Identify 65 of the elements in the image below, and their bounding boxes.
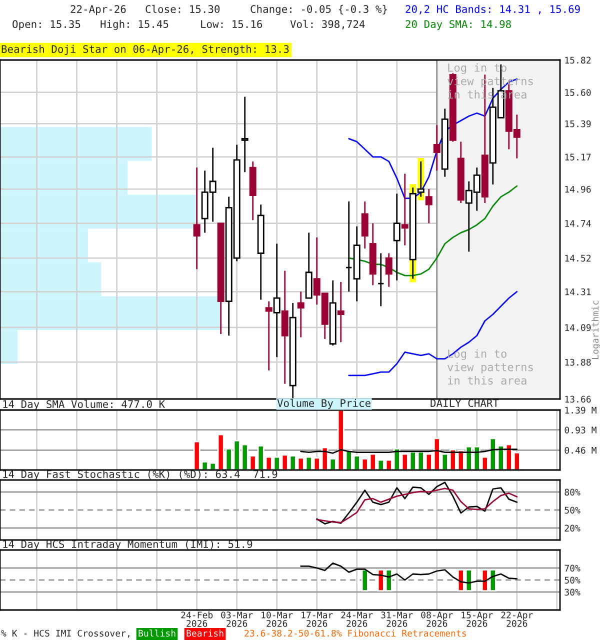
y-tick-label: 0.46 M	[564, 446, 596, 454]
candlestick	[385, 252, 392, 288]
y-tick-label: 15.60	[565, 89, 591, 96]
y-tick-label: 15.17	[565, 154, 591, 160]
chart-title: 14 Day HCS Intraday Momentum (IMI): 51.9	[3, 540, 252, 550]
y-tick-label: 30%	[564, 588, 580, 596]
chart-title: 14 Day Fast Stochastic (%K) (%D): 63.4 71.9	[3, 470, 278, 480]
y-tick-label: 14.96	[565, 186, 591, 193]
y-axis-title: Logarithmic	[592, 300, 600, 359]
text: 23.6-38.2-50-61.8% Fibonacci Retracements	[244, 630, 466, 637]
candlestick	[361, 200, 368, 250]
x-tick-label: 24-Mar 2026	[341, 612, 373, 627]
text: Change: -0.05 {-0.3 %}	[250, 4, 387, 16]
text: Vol: 398,724	[290, 20, 365, 30]
x-tick-label: 22-Apr 2026	[501, 612, 533, 627]
annotation: Volume By Price	[277, 398, 370, 410]
y-tick-label: 15.39	[565, 120, 591, 128]
text: Low: 15.16	[201, 20, 262, 28]
y-tick-label: 50%	[564, 576, 580, 584]
text: Close: 15.30	[146, 4, 220, 14]
candlestick	[433, 124, 440, 172]
text: 14 Day SMA Volume: 477.0 K	[3, 400, 166, 410]
text: % K - HCS IMI Crossover,	[1, 630, 130, 638]
text: Bullish	[138, 630, 176, 637]
text: 20 Day SMA: 14.98	[406, 20, 511, 30]
line-series	[316, 488, 518, 524]
y-tick-label: 14.31	[565, 288, 591, 296]
text: 20,2 HC Bands: 14.31 , 15.69	[406, 4, 580, 14]
text: Open: 15.35	[12, 20, 80, 30]
x-tick-label: 08-Apr 2026	[421, 612, 453, 627]
y-tick-label: 13.88	[565, 358, 591, 366]
text: High: 15.45	[100, 20, 168, 30]
y-tick-label: 14.52	[565, 254, 591, 262]
candlestick	[377, 252, 384, 307]
candlestick	[425, 188, 432, 224]
x-tick-label: 10-Mar 2026	[262, 612, 293, 627]
y-tick-label: 70%	[564, 564, 580, 572]
y-tick-label: 0.93 M	[564, 426, 596, 434]
text: DAILY CHART	[430, 399, 499, 408]
line-series	[300, 562, 518, 584]
text: Bearish Doji Star on 06-Apr-26, Strength: 13.3	[2, 44, 289, 56]
y-tick-label: 1.39 M	[565, 406, 596, 414]
x-tick-label: 24-Feb 2026	[181, 611, 213, 627]
text: Bearish	[186, 630, 224, 637]
text: 22-Apr-26	[70, 5, 126, 16]
y-tick-label: 50%	[564, 506, 580, 514]
candlestick	[337, 281, 344, 343]
x-tick-label: 15-Apr 2026	[462, 612, 493, 627]
y-tick-label: 80%	[564, 488, 580, 496]
candlestick	[345, 200, 352, 292]
y-tick-label: 13.66	[565, 396, 591, 403]
line-series	[348, 185, 518, 276]
candlestick	[401, 172, 408, 246]
y-tick-label: 14.74	[565, 220, 591, 227]
candlestick	[193, 166, 200, 270]
candlestick	[265, 300, 272, 372]
y-tick-label: 15.82	[565, 56, 591, 64]
x-tick-label: 31-Mar 2026	[381, 612, 413, 627]
candlestick	[241, 96, 248, 173]
y-tick-label: 14.09	[565, 324, 591, 332]
x-tick-label: 03-Mar 2026	[221, 612, 253, 627]
x-tick-label: 17-Mar 2026	[302, 612, 333, 627]
y-tick-label: 20%	[564, 524, 580, 532]
candlestick	[393, 193, 400, 282]
candlestick	[297, 290, 304, 338]
